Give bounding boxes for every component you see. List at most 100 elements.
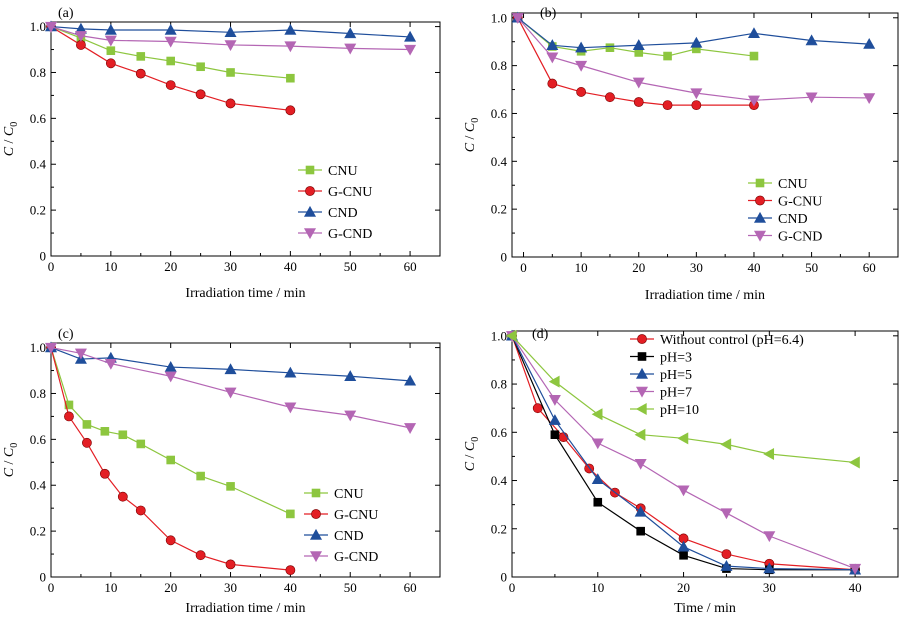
y-axis-title: C / C0 — [2, 443, 20, 478]
x-tick-label: 50 — [344, 259, 357, 274]
legend-label: CND — [328, 206, 358, 221]
x-tick-label: 10 — [591, 580, 604, 595]
data-point — [284, 41, 297, 53]
data-point — [591, 438, 604, 450]
panel-d: 0 10 20 30 40 0 0.2 0.4 0.6 0.8 1.0 Time / min C / C… — [463, 327, 899, 616]
data-point — [285, 105, 296, 116]
series-line — [511, 335, 856, 464]
y-tick-label: 0 — [40, 570, 47, 585]
series-line — [511, 335, 856, 571]
data-point — [135, 505, 146, 516]
legend-marker — [303, 205, 317, 217]
panel-label: (a) — [58, 6, 74, 21]
data-point — [532, 403, 543, 414]
x-tick-label: 30 — [224, 580, 237, 595]
data-point — [82, 420, 92, 429]
data-point — [196, 471, 205, 481]
legend-label: G-CND — [778, 230, 822, 245]
data-point — [690, 36, 703, 48]
legend-marker — [755, 195, 765, 206]
data-point — [605, 43, 615, 52]
x-axis-title: Irradiation time / min — [645, 288, 765, 303]
data-point — [285, 565, 296, 576]
data-point — [863, 93, 876, 105]
data-point — [284, 366, 297, 378]
data-point — [74, 348, 87, 360]
x-tick-label: 30 — [763, 580, 776, 595]
y-tick-label: 0.4 — [30, 478, 47, 493]
series-g-cnd — [511, 13, 876, 107]
legend-marker — [309, 551, 323, 563]
x-tick-label: 30 — [224, 259, 237, 274]
data-point — [505, 329, 517, 342]
data-point — [593, 497, 603, 507]
y-tick-label: 1.0 — [30, 340, 46, 355]
data-point — [117, 491, 128, 502]
data-point — [632, 39, 645, 50]
y-tick-label: 0.8 — [491, 377, 507, 392]
data-point — [344, 43, 357, 55]
legend-label: pH=3 — [660, 351, 692, 366]
data-point — [195, 89, 206, 100]
legend-marker — [303, 228, 317, 240]
panel-label: (d) — [532, 327, 549, 342]
data-point — [404, 374, 417, 386]
legend-label: pH=5 — [660, 368, 692, 383]
data-point — [747, 95, 760, 107]
legend-label: G-CND — [334, 550, 378, 565]
x-tick-label: 10 — [104, 259, 117, 274]
data-point — [44, 21, 58, 33]
data-point — [99, 468, 110, 479]
x-tick-label: 0 — [48, 580, 55, 595]
data-point — [286, 509, 295, 519]
legend-marker — [635, 386, 649, 398]
data-point — [196, 62, 205, 72]
data-point — [547, 78, 558, 89]
y-tick-label: 0.6 — [491, 425, 508, 440]
y-tick-label: 0.4 — [491, 473, 508, 488]
legend-marker — [755, 178, 765, 188]
panel-a: 0 10 20 30 40 50 60 0 0.2 0.4 0.6 0.8 1.0 Irradiation… — [2, 6, 441, 301]
y-tick-label: 0 — [501, 250, 508, 265]
series-g-cnu — [46, 342, 296, 576]
legend: CNU G-CNU CND G-CND — [748, 177, 822, 245]
y-tick-label: 0.4 — [30, 157, 47, 172]
legend-label: CNU — [334, 487, 364, 502]
plot-frame — [50, 21, 441, 257]
data-point — [662, 100, 673, 110]
x-tick-label: 40 — [284, 580, 297, 595]
x-tick-label: 40 — [284, 259, 297, 274]
legend-marker — [635, 367, 649, 379]
data-point — [64, 411, 74, 422]
data-point — [82, 437, 92, 448]
panel-b: 0 10 20 30 40 50 60 0 0.2 0.4 0.6 0.8 1.0 Irradiation… — [463, 6, 899, 303]
legend-label: pH=7 — [660, 386, 692, 401]
x-tick-label: 60 — [404, 580, 417, 595]
data-point — [224, 26, 237, 38]
data-point — [720, 438, 732, 451]
data-point — [404, 30, 417, 42]
x-tick-label: 20 — [677, 580, 690, 595]
y-tick-label: 0.2 — [30, 524, 46, 539]
data-point — [849, 563, 862, 575]
legend-label: G-CNU — [334, 508, 378, 523]
x-tick-label: 50 — [805, 260, 818, 275]
data-point — [136, 439, 146, 449]
data-point — [165, 535, 176, 546]
plot-frame — [50, 342, 441, 578]
series-cnd — [44, 341, 417, 386]
data-point — [575, 60, 588, 72]
series-line — [50, 26, 411, 51]
data-point — [64, 400, 74, 410]
series-line — [511, 335, 856, 571]
series-line — [50, 25, 411, 38]
series-g-cnd — [44, 21, 417, 56]
data-point — [763, 531, 776, 543]
y-tick-label: 0.8 — [30, 65, 46, 80]
x-axis-title: Irradiation time / min — [185, 601, 305, 616]
data-point — [805, 92, 818, 104]
y-axis-title: C / C0 — [2, 122, 20, 157]
panel-c: 0 10 20 30 40 50 60 0 0.2 0.4 0.6 0.8 1.0 Irradiation… — [2, 327, 441, 616]
series-g-cnu — [46, 21, 296, 116]
